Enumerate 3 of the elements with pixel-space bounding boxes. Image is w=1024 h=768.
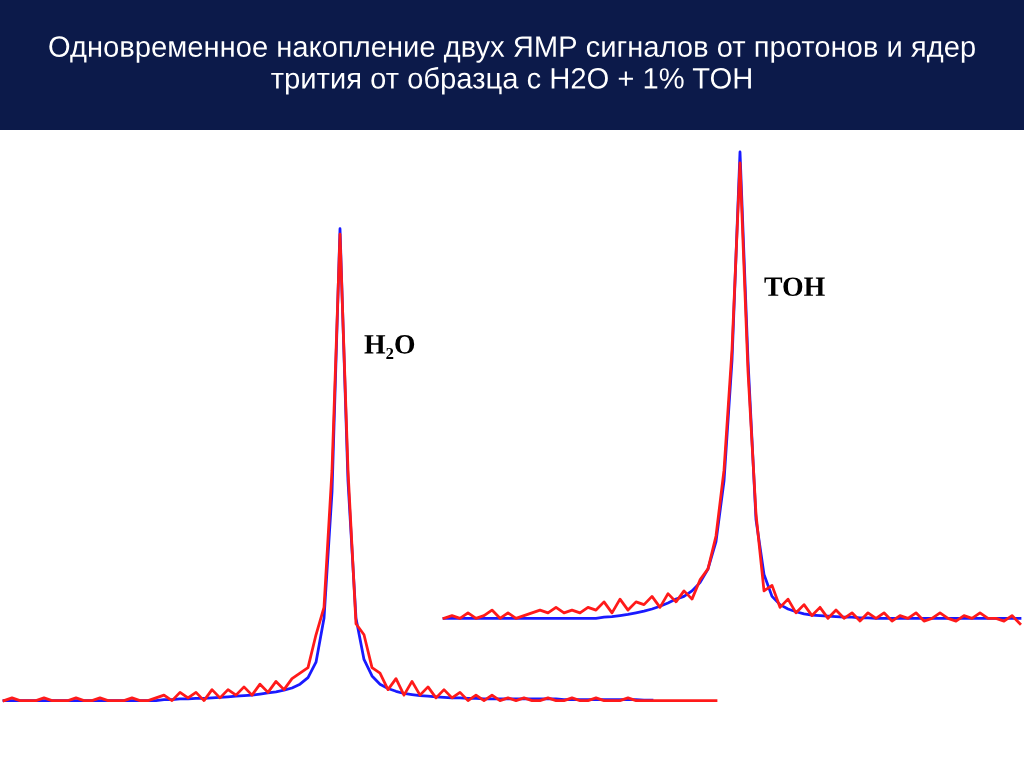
annotation: TOH (764, 277, 825, 297)
annotation: H₂O (364, 335, 415, 359)
chart-title: Одновременное накопление двух ЯМР сигналов от протонов и ядер трития от образца с H2O + 1% TOH (49, 36, 975, 95)
